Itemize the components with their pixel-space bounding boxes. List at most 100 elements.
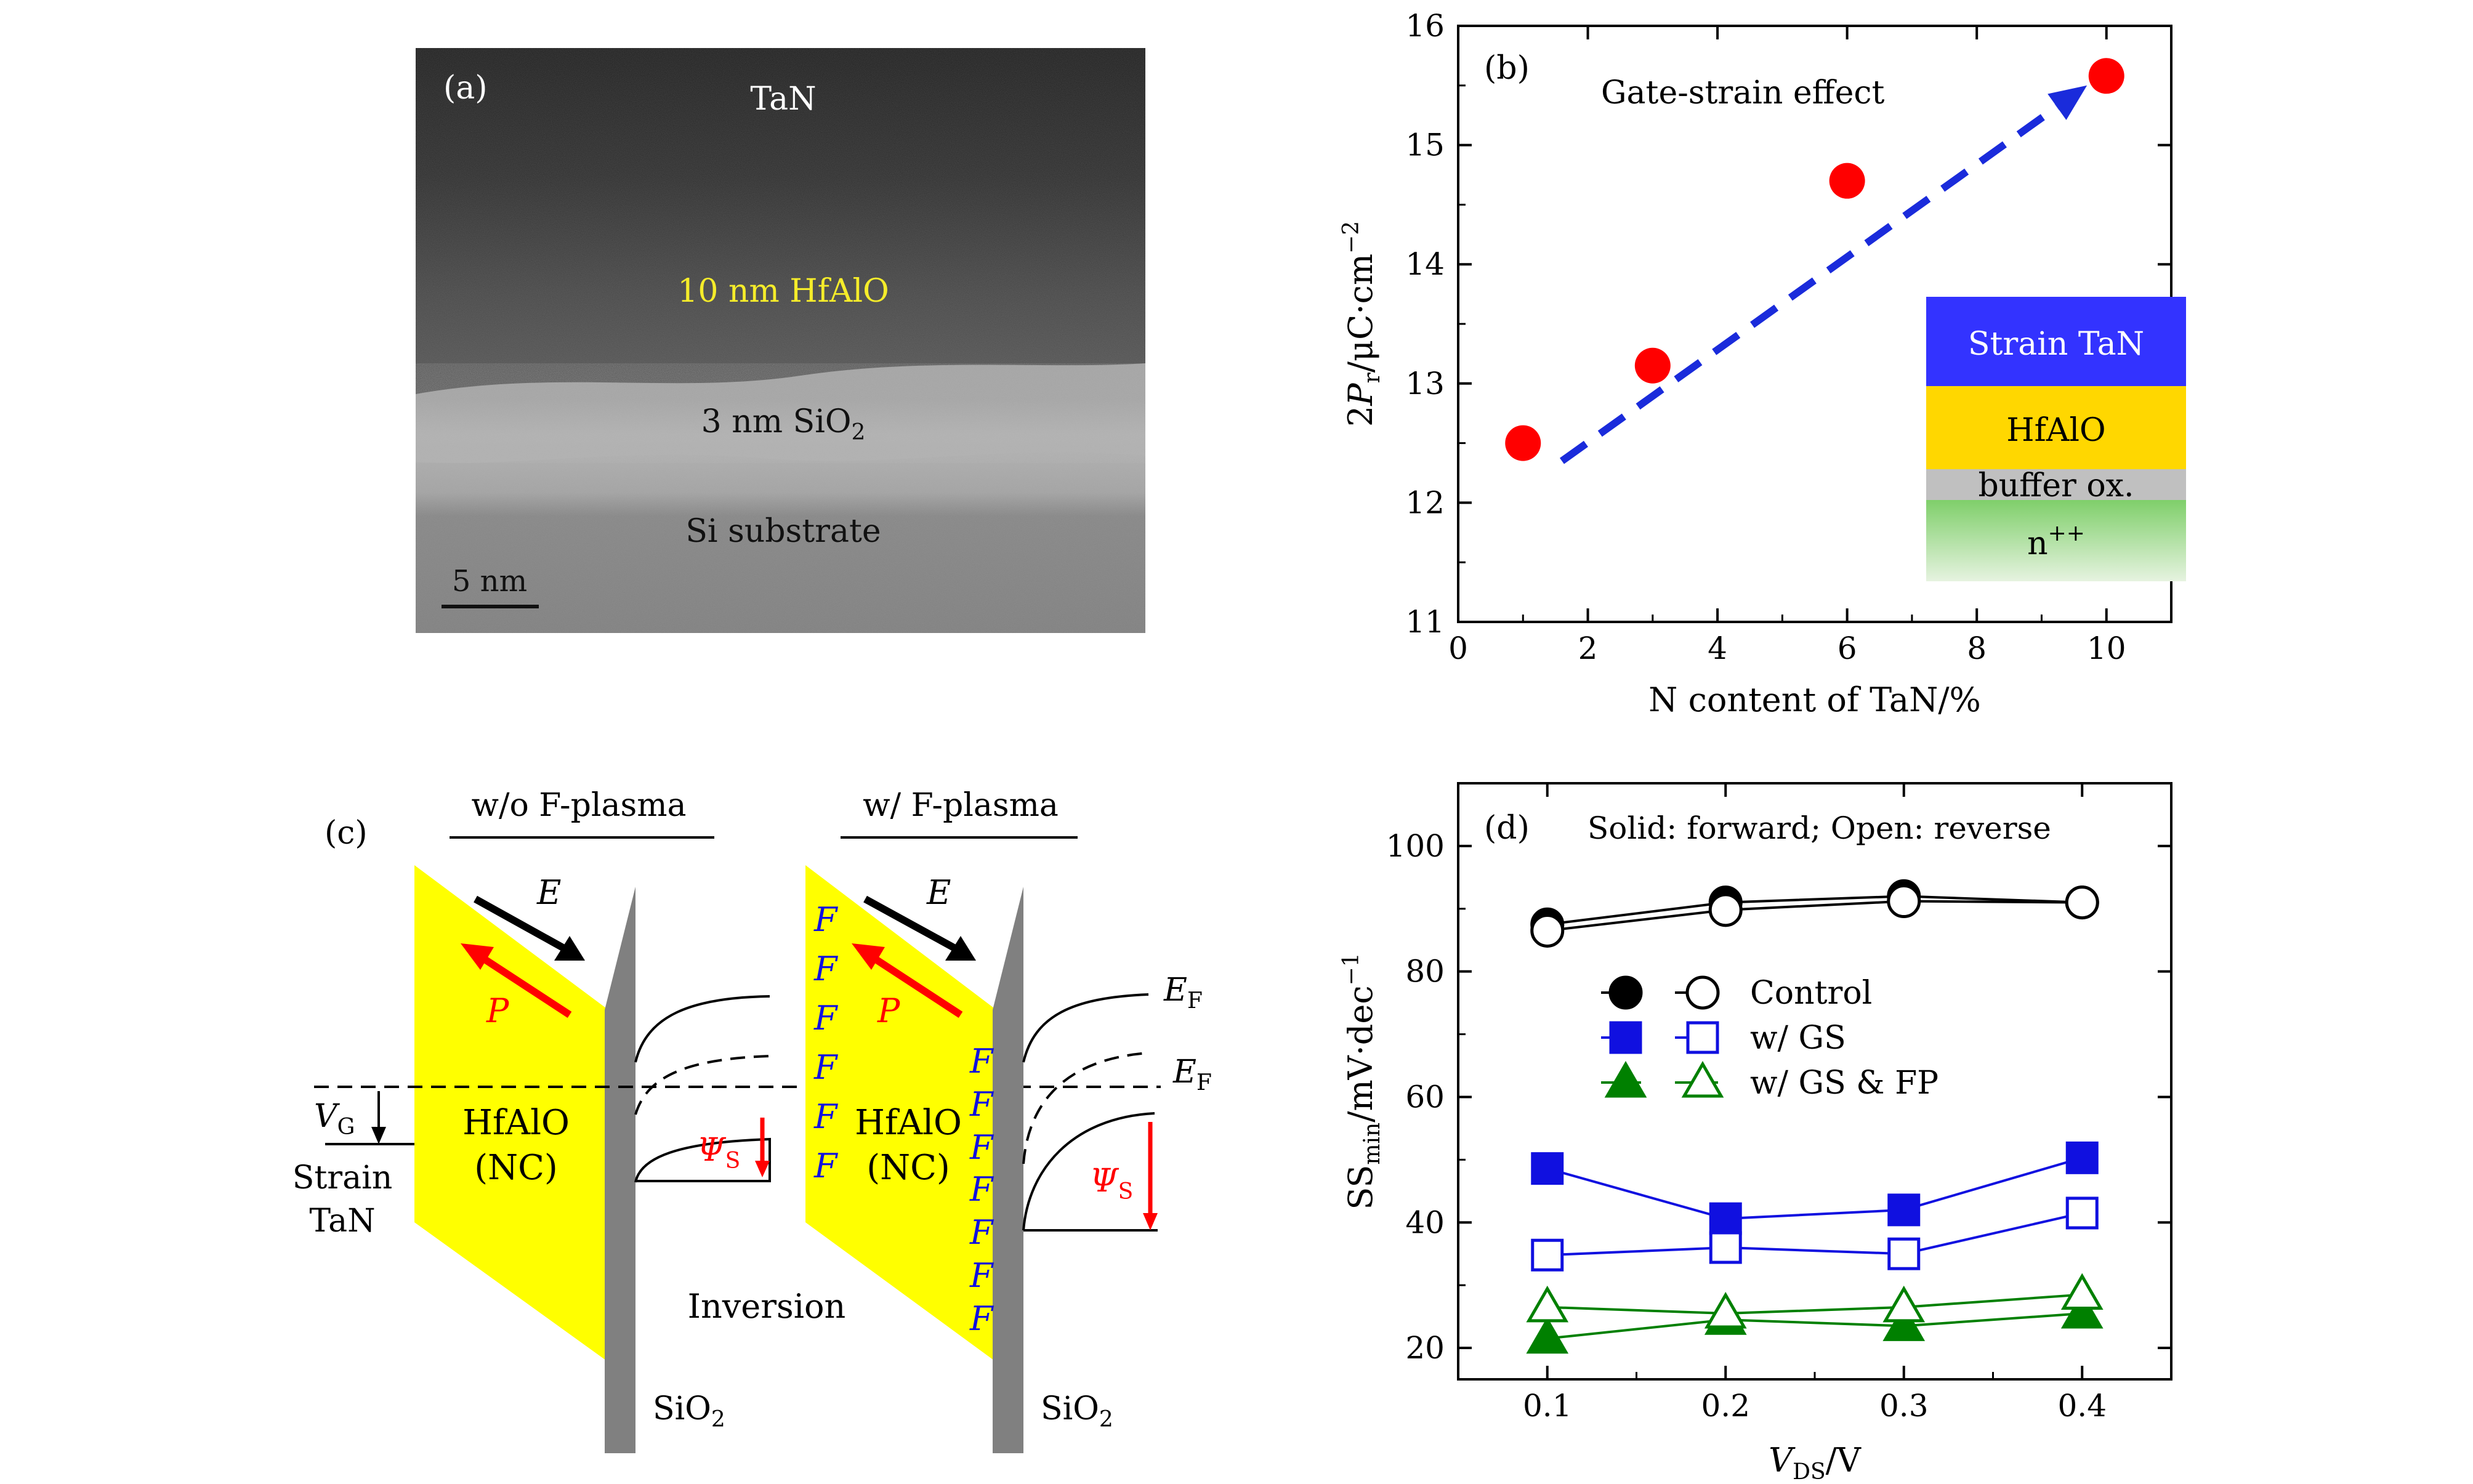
sio2-band-grain — [416, 363, 1145, 463]
d-data-point — [1887, 884, 1921, 919]
d-data-point — [1882, 1304, 1926, 1341]
fluorine-ion-right: F — [969, 1128, 994, 1167]
panel-b-data-points — [1505, 58, 2124, 461]
b-ytick-label: 15 — [1405, 127, 1445, 163]
b-data-point — [1505, 425, 1541, 461]
legend-marker-open — [1681, 1060, 1724, 1098]
panel-b: 0 2 4 6 8 10 11 12 13 14 15 16 (b) Gate-strain effe… — [1339, 8, 2186, 719]
d-data-point — [2060, 1273, 2104, 1310]
fluorine-ion-right: F — [969, 1042, 994, 1081]
inset-n-plus-plus-label: n++ — [2027, 521, 2085, 562]
d-series-line — [1547, 895, 2083, 926]
right-conduction-band — [1022, 993, 1149, 1063]
b-ytick-label: 14 — [1405, 246, 1445, 282]
fluorine-ion-right: F — [969, 1213, 994, 1252]
d-series-markers-triangle-open — [1526, 1273, 2104, 1329]
right-field-symbol: E — [926, 873, 951, 912]
panel-a-label: (a) — [443, 70, 488, 107]
panel-d-annotation: Solid: forward; Open: reverse — [1587, 810, 2051, 846]
gate-strain-annotation: Gate-strain effect — [1601, 75, 1884, 111]
b-xtick-label: 0 — [1448, 631, 1468, 666]
b-data-point — [1634, 347, 1671, 384]
d-data-point — [1526, 1285, 1569, 1323]
fluorine-ion-left: F — [813, 999, 839, 1038]
right-polarization-arrowhead — [852, 943, 885, 970]
right-polarization-arrow — [866, 951, 963, 1018]
d-series-markers-circle-open — [1530, 884, 2099, 948]
panel-b-ylabel: 2Pr/μC·cm−2 — [1339, 221, 1385, 427]
fluorine-ion-left: F — [813, 900, 839, 939]
right-hfalo-label: HfAlO — [855, 1103, 962, 1143]
d-data-point — [2065, 1141, 2099, 1174]
left-polarization-arrow — [475, 951, 572, 1018]
d-series-line — [1547, 1312, 2083, 1340]
strain-label: Strain — [292, 1159, 393, 1196]
left-field-arrowhead — [554, 936, 585, 961]
d-data-point — [2065, 1196, 2099, 1230]
right-nc-label: (NC) — [866, 1148, 950, 1188]
right-intrinsic-level — [1022, 1052, 1149, 1164]
d-xtick-label: 0.3 — [1879, 1388, 1929, 1424]
d-series-square-open — [1547, 1212, 2083, 1257]
panel-d-series — [1526, 879, 2104, 1354]
inset-strain-tan-label: Strain TaN — [1968, 326, 2144, 363]
legend-marker-solid — [1608, 975, 1643, 1010]
inset-hfalo-label: HfAlO — [2006, 412, 2105, 449]
legend-marker-solid — [1604, 1060, 1647, 1098]
right-ef-upper-label: EF — [1163, 972, 1203, 1014]
d-data-point — [1709, 1202, 1742, 1235]
d-series-triangle-open — [1547, 1293, 2083, 1315]
d-ytick-label: 40 — [1405, 1204, 1445, 1240]
d-series-markers-square-open — [1531, 1196, 2099, 1272]
right-field-arrowhead — [945, 936, 976, 961]
panel-b-xlabel: N content of TaN/% — [1648, 680, 1981, 719]
panel-a: (a) TaN 10 nm HfAlO 3 nm SiO2 Si substra… — [416, 48, 1145, 633]
d-xtick-label: 0.1 — [1523, 1388, 1572, 1424]
b-ytick-label: 13 — [1405, 366, 1445, 401]
left-diagram-title: w/o F-plasma — [471, 787, 686, 824]
d-data-point — [1530, 913, 1565, 948]
d-data-point — [1531, 1152, 1564, 1185]
left-nc-label: (NC) — [474, 1148, 558, 1188]
inversion-label: Inversion — [688, 1287, 846, 1326]
d-data-point — [1882, 1285, 1926, 1323]
d-data-point — [1704, 1292, 1747, 1329]
left-intrinsic-level — [634, 1055, 770, 1115]
d-data-point — [1709, 1231, 1742, 1264]
left-polarization-symbol: P — [486, 991, 510, 1030]
right-valence-band — [1022, 1112, 1155, 1231]
left-hfalo-label: HfAlO — [462, 1103, 570, 1143]
legend-label: Control — [1750, 975, 1872, 1012]
d-ytick-label: 20 — [1405, 1330, 1445, 1366]
d-ytick-label: 80 — [1405, 954, 1445, 990]
left-hfalo-ferroelectric — [414, 865, 608, 1362]
right-sio2-label: SiO2 — [1041, 1390, 1113, 1432]
legend-marker-solid — [1609, 1021, 1642, 1054]
b-xtick-label: 4 — [1708, 631, 1727, 666]
fluorine-ion-right: F — [969, 1256, 994, 1295]
d-xtick-label: 0.2 — [1701, 1388, 1750, 1424]
vg-label: VG — [314, 1098, 355, 1140]
d-data-point — [1708, 893, 1743, 927]
d-series-line — [1547, 1293, 2083, 1315]
tan-layer-label: TaN — [750, 81, 816, 118]
hfalo-layer-label: 10 nm HfAlO — [677, 273, 889, 310]
layer-stack-inset: Strain TaN HfAlO buffer ox. n++ — [1926, 297, 2186, 581]
left-sio2-label: SiO2 — [653, 1390, 725, 1432]
fluorine-ion-right: F — [969, 1170, 994, 1209]
right-polarization-symbol: P — [877, 991, 901, 1030]
d-series-circle-open — [1547, 900, 2083, 932]
b-ytick-label: 12 — [1405, 485, 1445, 520]
left-field-symbol: E — [536, 873, 561, 912]
left-polarization-arrowhead — [461, 943, 494, 970]
scale-bar-label: 5 nm — [452, 564, 527, 599]
legend-label: w/ GS & FP — [1750, 1065, 1938, 1102]
d-series-circle-solid — [1547, 895, 2083, 926]
d-data-point — [1887, 1237, 1921, 1270]
d-series-line — [1547, 1212, 2083, 1257]
legend-marker-open — [1686, 1021, 1719, 1054]
d-data-point — [1531, 1238, 1564, 1272]
inset-n-plus-plus-box — [1926, 500, 2186, 581]
b-xtick-label: 8 — [1967, 631, 1987, 666]
